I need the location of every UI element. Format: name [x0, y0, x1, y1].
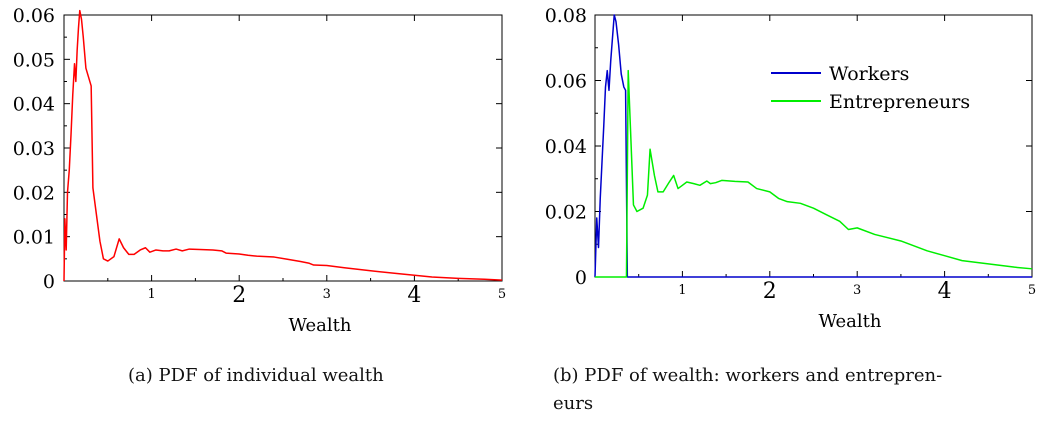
y-tick-label: 0.05	[13, 49, 55, 71]
y-tick-label: 0.01	[13, 227, 55, 249]
x-axis-label: Wealth	[289, 315, 352, 336]
y-tick-label: 0	[43, 271, 55, 293]
caption-b-line-2: eurs	[553, 390, 993, 418]
y-tick-label: 0.06	[13, 5, 55, 27]
legend: Workers Entrepreneurs	[771, 63, 970, 113]
series-line-workers	[595, 15, 1032, 277]
x-tick-label: 1	[147, 287, 155, 302]
x-tick-label: 5	[1028, 283, 1036, 298]
y-tick-label: 0.02	[13, 182, 55, 204]
legend-label: Workers	[829, 63, 909, 85]
y-tick-label: 0.06	[545, 71, 587, 93]
chart-panel-b: 0 0.02 0.04 0.06 0.08 1 2 3 4 5 Wealth Workers Entre…	[545, 5, 1036, 332]
x-tick-label: 5	[498, 287, 506, 302]
caption-b-line-1: (b) PDF of wealth: workers and entrepren…	[553, 362, 993, 390]
x-tick-label: 4	[407, 283, 421, 308]
y-tick-label: 0.08	[545, 5, 587, 27]
caption-a: (a) PDF of individual wealth	[128, 362, 384, 390]
y-tick-label: 0.04	[13, 94, 55, 116]
x-tick-label: 2	[232, 283, 246, 308]
y-tick-label: 0	[575, 267, 587, 289]
x-tick-label: 3	[323, 287, 331, 302]
x-tick-label: 4	[938, 279, 952, 304]
x-tick-label: 3	[853, 283, 861, 298]
y-tick-label: 0.03	[13, 138, 55, 160]
x-axis-label: Wealth	[819, 311, 882, 332]
caption-b: (b) PDF of wealth: workers and entrepren…	[553, 362, 993, 418]
y-tick-label: 0.04	[545, 136, 587, 158]
plot-frame	[595, 15, 1032, 277]
series-line-pdf	[64, 11, 502, 281]
legend-label: Entrepreneurs	[829, 91, 970, 113]
plot-frame	[64, 15, 502, 281]
x-tick-label: 2	[763, 279, 777, 304]
x-tick-label: 1	[678, 283, 686, 298]
chart-panel-a: 0 0.01 0.02 0.03 0.04 0.05 0.06 1 2 3 4 5 Wealth	[13, 5, 506, 336]
y-tick-label: 0.02	[545, 202, 587, 224]
